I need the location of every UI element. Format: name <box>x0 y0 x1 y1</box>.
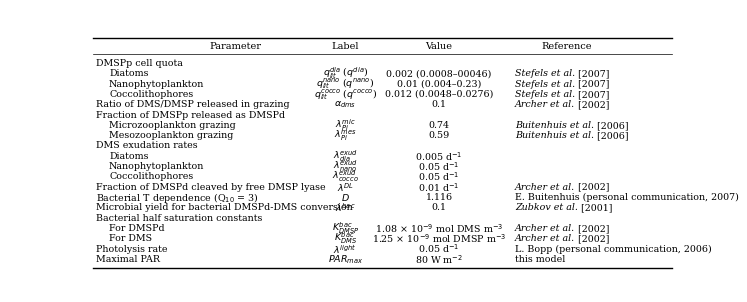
Text: Photolysis rate: Photolysis rate <box>96 245 168 254</box>
Text: $q^{nano}_{lit}$ ($q^{nano}$): $q^{nano}_{lit}$ ($q^{nano}$) <box>316 77 374 92</box>
Text: $\lambda^{exud}_{nano}$: $\lambda^{exud}_{nano}$ <box>332 159 358 174</box>
Text: Buitenhuis et al.: Buitenhuis et al. <box>515 131 594 140</box>
Text: $K^{bac}_{DMS}$: $K^{bac}_{DMS}$ <box>334 231 357 246</box>
Text: Nanophytoplankton: Nanophytoplankton <box>109 162 205 171</box>
Text: [2001]: [2001] <box>577 203 613 212</box>
Text: Value: Value <box>426 41 453 50</box>
Text: Bacterial T dependence (Q$_{10}$ = 3): Bacterial T dependence (Q$_{10}$ = 3) <box>96 191 259 204</box>
Text: Maximal PAR: Maximal PAR <box>96 255 161 264</box>
Text: Coccolithophores: Coccolithophores <box>109 90 193 99</box>
Text: 0.74: 0.74 <box>429 121 450 130</box>
Text: 0.005 d$^{-1}$: 0.005 d$^{-1}$ <box>415 150 462 162</box>
Text: Stefels et al.: Stefels et al. <box>515 90 575 99</box>
Text: Parameter: Parameter <box>209 41 261 50</box>
Text: $K^{bac}_{DMSP}$: $K^{bac}_{DMSP}$ <box>332 221 359 236</box>
Text: 0.05 d$^{-1}$: 0.05 d$^{-1}$ <box>418 243 459 255</box>
Text: $\lambda^{exud}_{cocco}$: $\lambda^{exud}_{cocco}$ <box>332 169 359 185</box>
Text: 0.05 d$^{-1}$: 0.05 d$^{-1}$ <box>418 171 459 183</box>
Text: [2002]: [2002] <box>575 183 610 192</box>
Text: 0.012 (0.0048–0.0276): 0.012 (0.0048–0.0276) <box>385 90 493 99</box>
Text: Bacterial half saturation constants: Bacterial half saturation constants <box>96 214 263 223</box>
Text: Archer et al.: Archer et al. <box>515 183 575 192</box>
Text: $q^{dia}_{lit}$ ($q^{dia}$): $q^{dia}_{lit}$ ($q^{dia}$) <box>323 66 368 82</box>
Text: Stefels et al.: Stefels et al. <box>515 80 575 88</box>
Text: $q^{cocco}_{lit}$ ($q^{cocco}$): $q^{cocco}_{lit}$ ($q^{cocco}$) <box>314 87 377 102</box>
Text: $\lambda^{mes}_{Pi}$: $\lambda^{mes}_{Pi}$ <box>334 128 356 143</box>
Text: $\lambda^{bac}$: $\lambda^{bac}$ <box>335 201 356 214</box>
Text: [2002]: [2002] <box>575 234 610 243</box>
Text: 1.116: 1.116 <box>426 193 453 202</box>
Text: $\lambda^{exud}_{dia}$: $\lambda^{exud}_{dia}$ <box>332 149 358 164</box>
Text: 0.01 (0.004–0.23): 0.01 (0.004–0.23) <box>397 80 481 88</box>
Text: 0.05 d$^{-1}$: 0.05 d$^{-1}$ <box>418 160 459 173</box>
Text: Coccolithophores: Coccolithophores <box>109 172 193 182</box>
Text: Stefels et al.: Stefels et al. <box>515 69 575 78</box>
Text: this model: this model <box>515 255 565 264</box>
Text: $D$: $D$ <box>341 192 350 203</box>
Text: 0.01 d$^{-1}$: 0.01 d$^{-1}$ <box>418 181 459 194</box>
Text: L. Bopp (personal communication, 2006): L. Bopp (personal communication, 2006) <box>515 245 712 254</box>
Text: Mesozooplankton grazing: Mesozooplankton grazing <box>109 131 233 140</box>
Text: Archer et al.: Archer et al. <box>515 234 575 243</box>
Text: Label: Label <box>332 41 359 50</box>
Text: DMS exudation rates: DMS exudation rates <box>96 142 198 150</box>
Text: Fraction of DMSPd cleaved by free DMSP lyase: Fraction of DMSPd cleaved by free DMSP l… <box>96 183 326 192</box>
Text: Archer et al.: Archer et al. <box>515 100 575 109</box>
Text: [2006]: [2006] <box>594 121 628 130</box>
Text: $PAR_{max}$: $PAR_{max}$ <box>327 253 363 266</box>
Text: $\lambda^{light}$: $\lambda^{light}$ <box>333 243 357 255</box>
Text: For DMS: For DMS <box>109 234 152 243</box>
Text: Ratio of DMS/DMSP released in grazing: Ratio of DMS/DMSP released in grazing <box>96 100 290 109</box>
Text: 80 W m$^{-2}$: 80 W m$^{-2}$ <box>415 253 463 266</box>
Text: Reference: Reference <box>542 41 592 50</box>
Text: Microbial yield for bacterial DMSPd-DMS conversion: Microbial yield for bacterial DMSPd-DMS … <box>96 203 353 212</box>
Text: $\lambda^{mic}_{Pi}$: $\lambda^{mic}_{Pi}$ <box>335 118 356 133</box>
Text: 0.002 (0.0008–00046): 0.002 (0.0008–00046) <box>386 69 492 78</box>
Text: Nanophytoplankton: Nanophytoplankton <box>109 80 205 88</box>
Text: $\lambda^{DL}$: $\lambda^{DL}$ <box>337 181 354 194</box>
Text: [2006]: [2006] <box>594 131 628 140</box>
Text: Microzooplankton grazing: Microzooplankton grazing <box>109 121 236 130</box>
Text: [2007]: [2007] <box>575 90 610 99</box>
Text: For DMSPd: For DMSPd <box>109 224 164 233</box>
Text: E. Buitenhuis (personal communication, 2007): E. Buitenhuis (personal communication, 2… <box>515 193 739 202</box>
Text: 0.59: 0.59 <box>428 131 450 140</box>
Text: 1.25 × 10$^{-9}$ mol DMSP m$^{-3}$: 1.25 × 10$^{-9}$ mol DMSP m$^{-3}$ <box>372 233 506 245</box>
Text: $\alpha_{dms}$: $\alpha_{dms}$ <box>334 99 356 110</box>
Text: Diatoms: Diatoms <box>109 69 149 78</box>
Text: [2007]: [2007] <box>575 80 610 88</box>
Text: [2002]: [2002] <box>575 224 610 233</box>
Text: [2007]: [2007] <box>575 69 610 78</box>
Text: Buitenhuis et al.: Buitenhuis et al. <box>515 121 594 130</box>
Text: [2002]: [2002] <box>575 100 610 109</box>
Text: 0.1: 0.1 <box>432 100 447 109</box>
Text: Archer et al.: Archer et al. <box>515 224 575 233</box>
Text: 1.08 × 10$^{-9}$ mol DMS m$^{-3}$: 1.08 × 10$^{-9}$ mol DMS m$^{-3}$ <box>375 222 503 235</box>
Text: DMSPp cell quota: DMSPp cell quota <box>96 59 183 68</box>
Text: Diatoms: Diatoms <box>109 152 149 161</box>
Text: 0.1: 0.1 <box>432 203 447 212</box>
Text: Fraction of DMSPp released as DMSPd: Fraction of DMSPp released as DMSPd <box>96 111 285 120</box>
Text: Zubkov et al.: Zubkov et al. <box>515 203 577 212</box>
